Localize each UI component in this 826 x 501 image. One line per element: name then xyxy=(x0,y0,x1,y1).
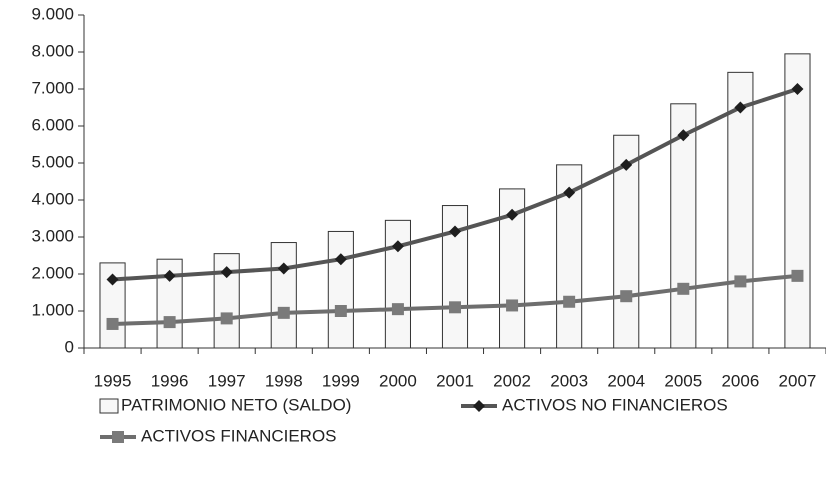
point-marker xyxy=(220,312,233,325)
point-marker xyxy=(220,266,233,279)
x-tick-label: 2005 xyxy=(664,371,702,390)
x-tick-label: 1997 xyxy=(208,371,246,390)
point-marker xyxy=(791,269,804,282)
legend-marker xyxy=(473,400,485,412)
x-tick-label: 2000 xyxy=(379,371,417,390)
point-marker xyxy=(163,316,176,329)
x-tick-label: 2006 xyxy=(721,371,759,390)
y-tick-label: 2.000 xyxy=(31,263,74,282)
point-marker xyxy=(620,158,633,171)
bar xyxy=(727,71,754,349)
point-marker xyxy=(106,317,119,330)
x-tick-label: 2001 xyxy=(436,371,474,390)
y-tick-label: 3.000 xyxy=(31,226,74,245)
point-marker xyxy=(334,305,347,317)
legend-label: PATRIMONIO NETO (SALDO) xyxy=(121,395,351,414)
point-marker xyxy=(791,83,804,95)
y-tick-label: 9.000 xyxy=(31,4,74,23)
point-marker xyxy=(277,306,290,319)
point-marker xyxy=(563,295,576,308)
bar xyxy=(270,242,297,349)
point-marker xyxy=(391,240,404,253)
point-marker xyxy=(106,273,119,286)
x-tick-label: 1998 xyxy=(265,371,303,390)
y-tick-label: 8.000 xyxy=(31,41,74,60)
point-marker xyxy=(277,262,290,275)
x-tick-label: 2004 xyxy=(607,371,645,390)
x-tick-label: 1995 xyxy=(94,371,132,390)
point-marker xyxy=(677,282,690,295)
y-tick-label: 6.000 xyxy=(31,115,74,134)
x-tick-label: 1999 xyxy=(322,371,360,390)
y-tick-label: 7.000 xyxy=(31,78,74,97)
point-marker xyxy=(734,101,747,114)
x-tick-label: 2007 xyxy=(779,371,817,390)
point-marker xyxy=(391,303,404,316)
bar xyxy=(784,53,811,349)
x-tick-label: 1996 xyxy=(151,371,189,390)
bar xyxy=(327,230,354,349)
y-tick-label: 0 xyxy=(65,337,74,356)
legend-marker xyxy=(112,431,124,443)
point-marker xyxy=(620,290,633,303)
point-marker xyxy=(334,253,347,266)
y-tick-label: 4.000 xyxy=(31,189,74,208)
x-tick-label: 2003 xyxy=(550,371,588,390)
point-marker xyxy=(506,208,519,221)
point-marker xyxy=(163,269,176,282)
y-tick-label: 5.000 xyxy=(31,152,74,171)
point-marker xyxy=(449,225,461,238)
point-marker xyxy=(677,129,690,142)
point-marker xyxy=(449,301,461,314)
x-tick-label: 2002 xyxy=(493,371,531,390)
y-tick-label: 1.000 xyxy=(31,300,74,319)
legend-label: ACTIVOS NO FINANCIEROS xyxy=(502,395,728,414)
point-marker xyxy=(734,275,747,288)
point-marker xyxy=(506,299,519,312)
point-marker xyxy=(563,186,576,199)
bar xyxy=(384,219,411,349)
legend-swatch xyxy=(99,398,119,414)
legend-label: ACTIVOS FINANCIEROS xyxy=(141,426,337,445)
